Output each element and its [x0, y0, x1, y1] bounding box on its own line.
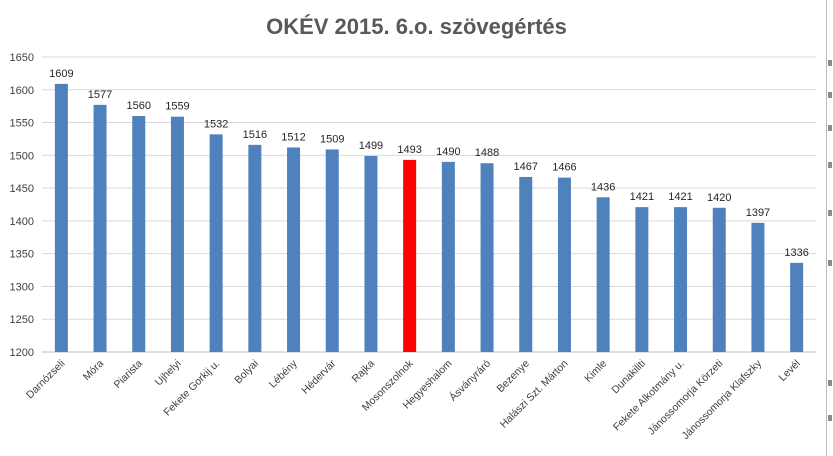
bar — [557, 177, 571, 352]
bar — [790, 262, 804, 352]
bar — [712, 207, 726, 352]
bar — [170, 116, 184, 353]
edge-mark — [828, 415, 832, 421]
bar — [403, 159, 417, 352]
window-edge — [826, 0, 827, 456]
y-tick-label: 1400 — [10, 216, 34, 228]
bar — [248, 144, 262, 352]
data-label: 1488 — [475, 147, 499, 159]
bar — [132, 116, 146, 352]
bar — [54, 83, 68, 352]
bar — [287, 147, 301, 352]
data-label: 1559 — [165, 101, 189, 113]
data-label: 1516 — [243, 129, 267, 141]
edge-mark — [828, 260, 832, 266]
y-tick-label: 1450 — [10, 183, 34, 195]
y-tick-label: 1550 — [10, 118, 34, 130]
data-labels: 1609 1577 1560 1559 1532 1516 1512 1509 1499 1493… — [49, 68, 809, 259]
edge-mark — [828, 60, 832, 66]
x-tick-label: Hédervár — [299, 357, 338, 396]
bar — [596, 197, 610, 352]
data-label: 1499 — [359, 140, 383, 152]
x-tick-label: Kimle — [582, 358, 609, 385]
data-label: 1490 — [436, 146, 460, 158]
edge-mark — [828, 92, 832, 98]
bar — [209, 134, 223, 352]
data-label: 1560 — [127, 100, 151, 112]
bar — [364, 155, 378, 352]
data-label: 1397 — [746, 207, 770, 219]
x-tick-label: Jánossomorja Körzeti — [645, 358, 725, 438]
data-label: 1467 — [514, 161, 538, 173]
data-label: 1509 — [320, 133, 344, 145]
edge-mark — [828, 125, 832, 131]
data-label: 1336 — [784, 247, 808, 259]
y-tick-label: 1350 — [10, 249, 34, 261]
y-tick-label: 1250 — [10, 314, 34, 326]
y-tick-label: 1500 — [10, 150, 34, 162]
y-tick-label: 1650 — [10, 52, 34, 64]
data-label: 1493 — [397, 144, 421, 156]
edge-mark — [828, 380, 832, 386]
x-tick-label: Bolyai — [232, 358, 261, 387]
x-tick-label: Halászi Szt. Márton — [498, 358, 571, 431]
data-label: 1421 — [668, 191, 692, 203]
y-axis-ticks: 1200 1250 1300 1350 1400 1450 1500 1550 1600 1650 — [10, 52, 34, 359]
data-label: 1609 — [49, 68, 73, 80]
bars — [54, 83, 804, 353]
x-tick-label: Jánossomorja Klafszky — [680, 357, 765, 442]
x-tick-label: Ujhelyi — [153, 358, 184, 389]
x-tick-label: Levél — [777, 358, 803, 384]
bar — [674, 207, 688, 352]
bar — [635, 207, 649, 352]
data-label: 1512 — [281, 131, 305, 143]
gridlines — [42, 56, 816, 353]
data-label: 1532 — [204, 118, 228, 130]
x-tick-label: Piarista — [112, 358, 145, 391]
x-tick-label: Dunakiliti — [609, 358, 648, 397]
bar — [751, 222, 765, 352]
data-label: 1577 — [88, 89, 112, 101]
data-label: 1436 — [591, 181, 615, 193]
y-tick-label: 1200 — [10, 347, 34, 359]
bar — [480, 163, 494, 352]
x-tick-label: Móra — [81, 358, 107, 384]
x-tick-label: Lébény — [267, 357, 300, 390]
x-tick-label: Fekete Alkotmány u. — [611, 358, 687, 434]
bar — [325, 149, 339, 352]
y-tick-label: 1600 — [10, 85, 34, 97]
data-label: 1420 — [707, 192, 731, 204]
data-label: 1421 — [630, 191, 654, 203]
x-tick-label: Bezenye — [494, 358, 531, 395]
edge-mark — [828, 210, 832, 216]
bar — [519, 176, 533, 352]
data-label: 1466 — [552, 162, 576, 174]
y-tick-label: 1300 — [10, 281, 34, 293]
x-tick-label: Rajka — [350, 358, 378, 386]
chart-title: OKÉV 2015. 6.o. szövegértés — [266, 14, 567, 39]
edge-mark — [828, 162, 832, 168]
bar — [93, 104, 107, 352]
x-tick-label: Darnózseli — [24, 358, 68, 402]
x-tick-label: Ásványráró — [446, 357, 493, 404]
bar — [441, 161, 455, 352]
